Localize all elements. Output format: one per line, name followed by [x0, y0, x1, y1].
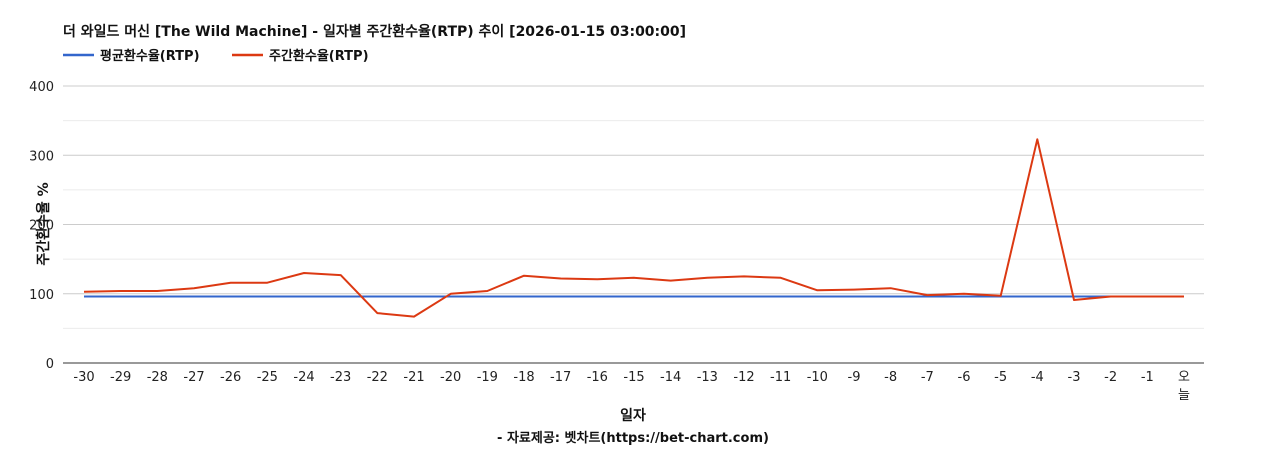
x-tick-label: -15: [623, 370, 644, 385]
plot-lines: [83, 138, 1184, 318]
legend-label-weekly: 주간환수율(RTP): [269, 48, 369, 64]
y-tick-label: 0: [46, 357, 54, 372]
x-axis-title: 일자: [620, 408, 646, 424]
x-tick-label: -19: [477, 370, 498, 385]
x-tick-label: -24: [293, 370, 314, 385]
x-tick-label: -17: [550, 370, 571, 385]
x-tick-label: -13: [697, 370, 718, 385]
x-tick-label: -21: [403, 370, 424, 385]
x-tick-label: -22: [367, 370, 388, 385]
x-tick-label: -12: [733, 370, 754, 385]
x-tick-label: -27: [183, 370, 204, 385]
x-tick-label: -8: [884, 370, 897, 385]
y-tick-label: 100: [29, 288, 54, 303]
x-tick-label: -14: [660, 370, 681, 385]
x-axis-ticks: -30 -29 -28 -27 -26 -25 -24 -23 -22 -21 -20 -19 -18 -…: [73, 370, 1190, 403]
x-tick-label: -2: [1104, 370, 1117, 385]
y-axis-ticks: 0 100 200 300 400: [29, 80, 54, 372]
x-tick-label: -7: [921, 370, 934, 385]
x-tick-label: -20: [440, 370, 461, 385]
legend: 평균환수율(RTP) 주간환수율(RTP): [63, 48, 369, 64]
x-tick-label: -16: [587, 370, 608, 385]
x-tick-label: -28: [147, 370, 168, 385]
x-tick-label: -5: [994, 370, 1007, 385]
x-tick-label: -23: [330, 370, 351, 385]
x-tick-label: -3: [1068, 370, 1081, 385]
y-axis-title: 주간환수율 %: [35, 182, 52, 265]
x-tick-label: -30: [73, 370, 94, 385]
x-tick-label: -6: [958, 370, 971, 385]
x-tick-label: -25: [257, 370, 278, 385]
y-tick-label: 200: [29, 219, 54, 234]
chart-title: 더 와일드 머신 [The Wild Machine] - 일자별 주간환수율(…: [63, 23, 686, 40]
y-tick-label: 400: [29, 80, 54, 95]
y-tick-label: 300: [29, 149, 54, 164]
legend-label-average: 평균환수율(RTP): [100, 48, 200, 64]
x-tick-label: -9: [848, 370, 861, 385]
x-tick-label: -10: [807, 370, 828, 385]
x-tick-label: -11: [770, 370, 791, 385]
x-tick-label: -29: [110, 370, 131, 385]
x-tick-label: -4: [1031, 370, 1044, 385]
x-tick-label: -1: [1141, 370, 1154, 385]
series-line-weekly-rtp: [83, 138, 1184, 318]
x-tick-label: -26: [220, 370, 241, 385]
source-credit: - 자료제공: 벳차트(https://bet-chart.com): [497, 430, 769, 446]
grid: [63, 85, 1204, 329]
x-tick-label: -18: [513, 370, 534, 385]
